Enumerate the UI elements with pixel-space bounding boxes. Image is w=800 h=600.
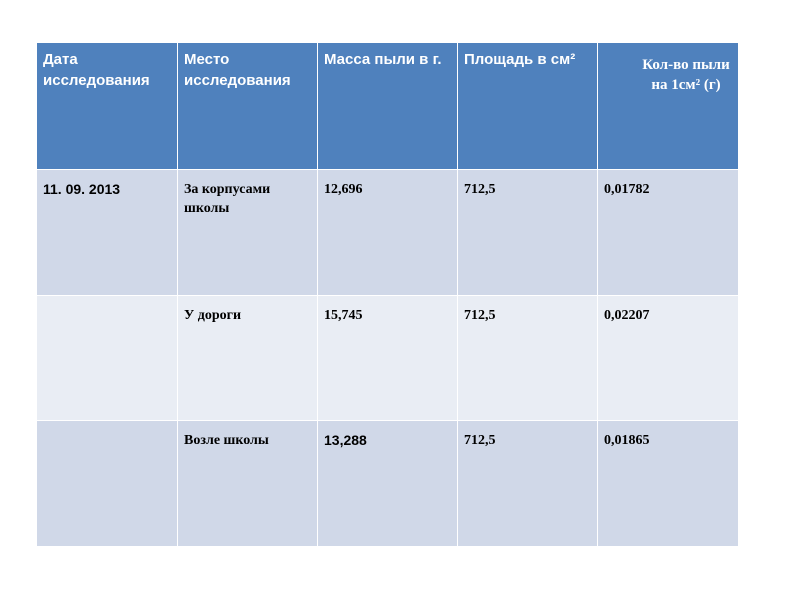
header-place: Место исследования [178, 43, 318, 170]
header-area: Площадь в см² [458, 43, 598, 170]
row1-place: За корпусами школы [178, 170, 318, 296]
row1-area: 712,5 [458, 170, 598, 296]
row1-dust-per-cm2: 0,01782 [598, 170, 738, 296]
row2-place: У дороги [178, 296, 318, 421]
row2-area: 712,5 [458, 296, 598, 421]
row3-area: 712,5 [458, 421, 598, 547]
header-date: Дата исследования [37, 43, 178, 170]
row2-dust-per-cm2: 0,02207 [598, 296, 738, 421]
row1-date: 11. 09. 2013 [37, 170, 178, 296]
row2-mass: 15,745 [318, 296, 458, 421]
row1-mass: 12,696 [318, 170, 458, 296]
row3-place: Возле школы [178, 421, 318, 547]
row3-date [37, 421, 178, 547]
row3-dust-per-cm2: 0,01865 [598, 421, 738, 547]
dust-table: Дата исследования Место исследования Мас… [37, 43, 738, 547]
header-dust-per-cm2: Кол-во пыли на 1см² (г) [598, 43, 738, 170]
header-mass: Масса пыли в г. [318, 43, 458, 170]
row2-date [37, 296, 178, 421]
row3-mass: 13,288 [318, 421, 458, 547]
